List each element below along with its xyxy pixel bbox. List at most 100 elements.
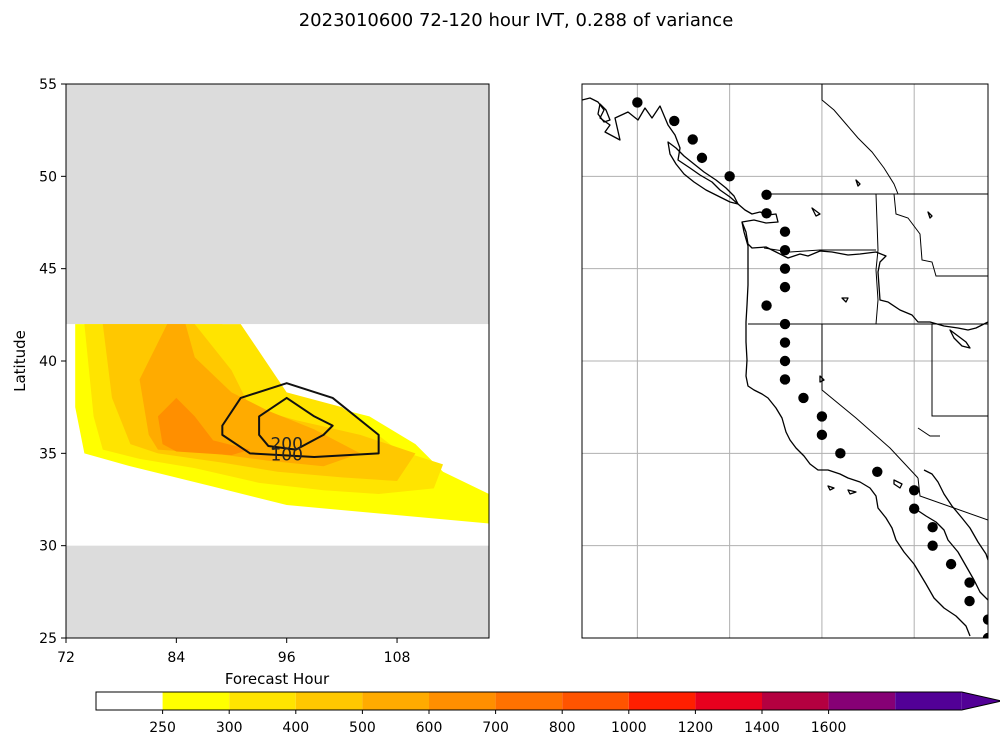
channel-island-1 [827, 485, 835, 491]
california-nevada-border [821, 324, 919, 479]
figure-title: 2023010600 72-120 hour IVT, 0.288 of var… [299, 10, 734, 31]
colorbar-tick-label: 1400 [744, 720, 780, 736]
map-point [908, 485, 920, 496]
lake-1 [811, 207, 821, 217]
map-point [669, 115, 680, 127]
colorbar-cell [96, 692, 163, 710]
colorbar-tick-label: 700 [482, 720, 509, 736]
colorbar-tick-label: 800 [549, 720, 576, 736]
map-point [632, 97, 643, 108]
idaho-west-border [875, 193, 879, 325]
map-point [964, 577, 975, 588]
arizona-west-border [917, 427, 940, 437]
washington-oregon-border [763, 247, 876, 253]
x-tick-label: 72 [57, 650, 75, 666]
us-mexico-border [917, 477, 988, 521]
colorbar-cell [362, 692, 429, 710]
map-point [779, 374, 791, 385]
y-tick-label: 35 [39, 446, 57, 462]
filled-contour-600 [157, 397, 250, 456]
colorbar-tick-label: 500 [349, 720, 376, 736]
colorbar-cell [162, 692, 230, 710]
colorbar-cell [695, 692, 762, 710]
map-point [779, 226, 791, 237]
map-point [798, 392, 809, 404]
colorbar-tick-label: 250 [149, 720, 176, 736]
map-point [761, 208, 772, 219]
contour-label-100: 100 [270, 446, 302, 466]
y-tick-label: 25 [39, 631, 57, 647]
map-point [816, 429, 828, 441]
salton-sea [893, 479, 903, 489]
line-contour-200 [258, 396, 334, 451]
map-point [779, 245, 791, 256]
y-tick-label: 40 [39, 354, 57, 370]
nevada-utah-border [931, 324, 988, 417]
map-point [779, 281, 791, 293]
colorbar-outline [95, 691, 1000, 711]
lake-2 [855, 179, 861, 187]
lake-4 [927, 211, 933, 219]
map-point [816, 411, 828, 422]
map-point [687, 134, 698, 145]
line-contour-100 [221, 382, 380, 459]
masked-region-1 [66, 545, 489, 638]
colorbar-cell [229, 692, 296, 710]
masked-region-0 [66, 84, 489, 325]
y-tick-label: 45 [39, 262, 57, 278]
y-tick-label: 30 [39, 539, 57, 555]
channel-island-2 [847, 489, 857, 495]
colorbar-cell [495, 692, 563, 710]
colorbar-tick-label: 1200 [678, 720, 714, 736]
colorbar-extend-arrow [961, 692, 1000, 710]
map-point [761, 189, 772, 200]
colorbar-cell [895, 692, 962, 710]
colorbar-cell [628, 692, 696, 710]
map-point [779, 355, 791, 367]
map-point [982, 632, 988, 638]
colorbar-tick-label: 1000 [611, 720, 647, 736]
x-tick-label: 96 [278, 650, 296, 666]
y-tick-label: 55 [39, 77, 57, 93]
y-tick-label: 50 [39, 169, 57, 185]
baja-east-coast [916, 509, 988, 601]
map-panel [581, 83, 989, 639]
map-point [872, 466, 883, 477]
map-point [696, 152, 708, 164]
lake-3 [841, 297, 849, 303]
map-point [908, 503, 920, 514]
colorbar-tick-label: 300 [216, 720, 243, 736]
colorbar-cell [562, 692, 629, 710]
x-axis-label: Forecast Hour [225, 670, 330, 688]
mainland-mexico-coast [923, 469, 988, 561]
map-point [927, 522, 938, 533]
contour-label-200: 200 [270, 435, 302, 455]
colorbar-cell [762, 692, 829, 710]
colorbar: 250 300 400 500 600 700 800 1000 1200 1400 1600 [95, 691, 1000, 736]
map-point [779, 337, 791, 348]
bc-alberta-border [821, 84, 899, 195]
map-point [761, 300, 772, 311]
map-point [835, 448, 846, 459]
map-point [779, 263, 791, 274]
coastline-south [741, 221, 971, 637]
vancouver-island [667, 141, 739, 205]
map-frame [581, 83, 989, 639]
coastline [582, 97, 988, 331]
map-point [945, 558, 957, 570]
map-point [779, 318, 791, 330]
map-point [964, 595, 975, 607]
x-tick-label: 84 [167, 650, 185, 666]
map-point [982, 614, 988, 625]
great-salt-lake [949, 329, 971, 349]
map-point [927, 540, 938, 551]
colorbar-cell [828, 692, 896, 710]
map-coastline-and-borders [582, 97, 988, 637]
colorbar-cell [295, 692, 363, 710]
colorbar-cell [429, 692, 496, 710]
map-point [724, 171, 735, 182]
haida-gwaii [597, 103, 611, 123]
y-axis-label: Latitude [11, 330, 29, 392]
